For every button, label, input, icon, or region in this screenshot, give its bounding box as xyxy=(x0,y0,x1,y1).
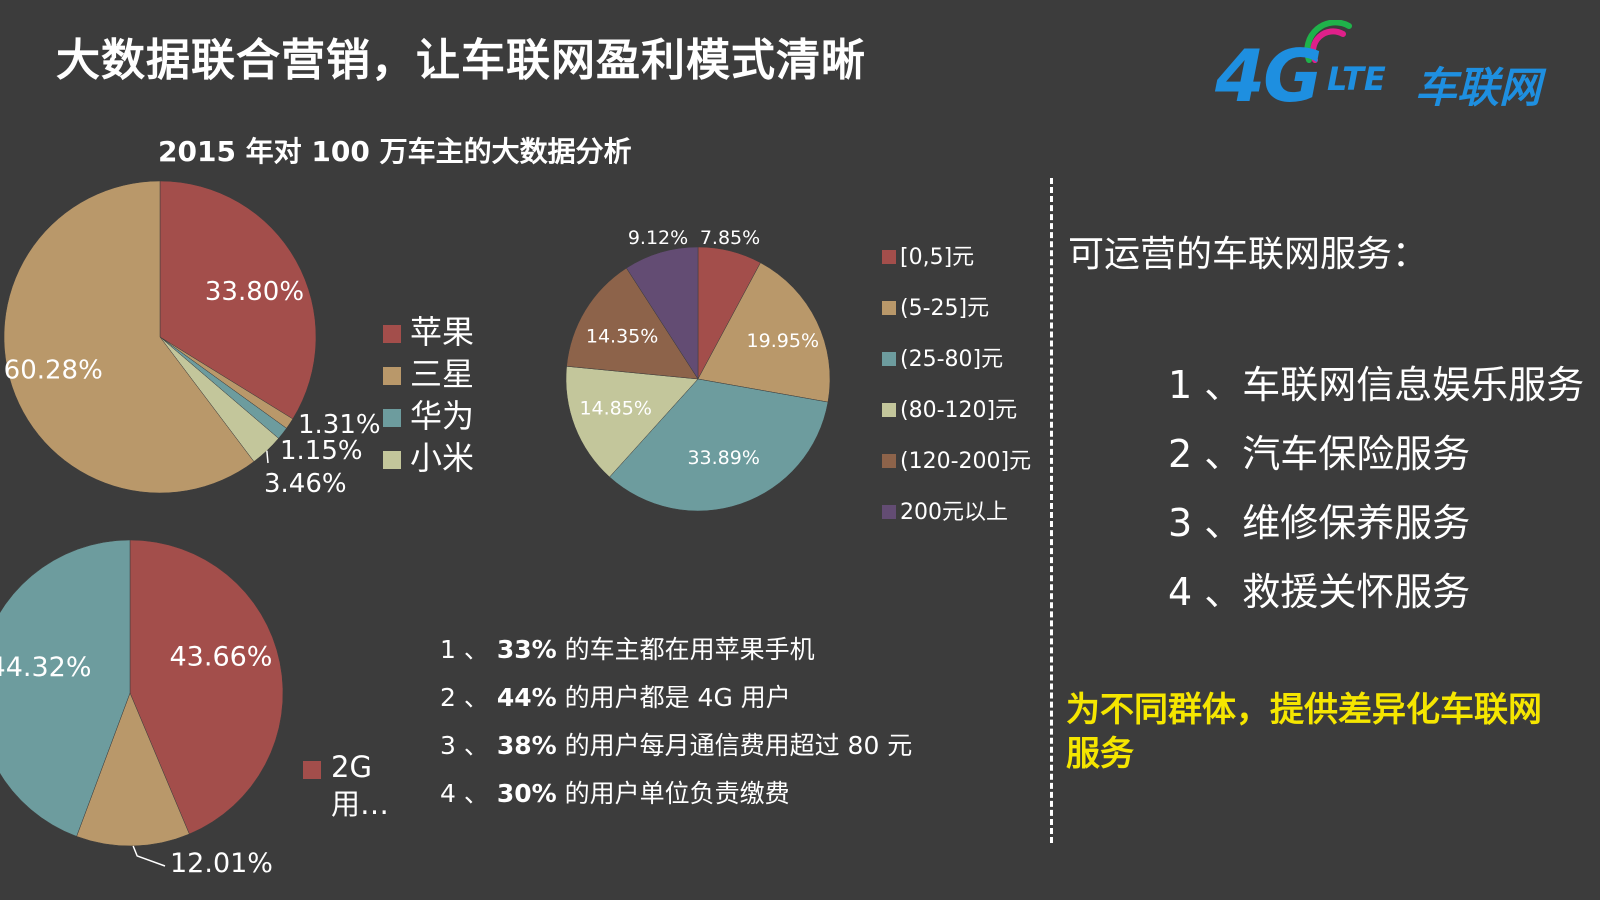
legend-swatch xyxy=(383,367,401,385)
legend-label: 用… xyxy=(331,787,389,821)
fact-percent: 30% xyxy=(496,779,557,808)
services-heading: 可运营的车联网服务： xyxy=(1068,234,1429,275)
legend-label: (5-25]元 xyxy=(900,296,989,321)
service-item: 3 、维修保养服务 xyxy=(1168,501,1471,545)
page-title: 大数据联合营销，让车联网盈利模式清晰 xyxy=(56,35,866,86)
monthly-fee-pie-chart: 7.85% 9.12% 19.95% 33.89% 14.85% 14.35% [0,5]元… xyxy=(565,227,1031,525)
logo-4g-text: 4G xyxy=(1215,34,1322,118)
data-label: 12.01% xyxy=(170,848,273,879)
logo-lte-text: LTE xyxy=(1327,60,1386,98)
network-type-pie-chart: 43.66% 44.32% 12.01% 2G用… xyxy=(0,539,389,879)
legend-label: 200元以上 xyxy=(900,500,1008,525)
legend-label: 华为 xyxy=(410,397,474,435)
data-label: 33.80% xyxy=(205,277,304,307)
fact-percent: 38% xyxy=(496,731,557,760)
legend-swatch xyxy=(882,403,896,417)
legend-swatch xyxy=(383,409,401,427)
pie-slice xyxy=(3,180,255,494)
legend-label: (80-120]元 xyxy=(900,398,1017,423)
data-label: 9.12% xyxy=(628,227,688,249)
leader-line xyxy=(266,450,269,464)
pie-slice xyxy=(697,262,831,403)
highlight-statement: 为不同群体，提供差异化车联网服务 xyxy=(1066,690,1542,774)
data-label: 3.46% xyxy=(264,469,347,499)
legend-swatch xyxy=(882,301,896,315)
pie-slice xyxy=(159,180,317,420)
legend-label: 三星 xyxy=(410,355,474,393)
pie-slice xyxy=(0,539,131,837)
data-label: 14.85% xyxy=(579,398,651,420)
fact-index: 1 、 xyxy=(440,635,489,664)
fact-text: 的用户每月通信费用超过 80 元 xyxy=(556,731,913,760)
chart-subtitle: 2015 年对 100 万车主的大数据分析 xyxy=(158,135,632,168)
data-label: 14.35% xyxy=(586,325,658,347)
pie-slice xyxy=(76,692,190,847)
data-label: 43.66% xyxy=(170,641,273,672)
fact-percent: 44% xyxy=(496,683,557,712)
legend-label: (120-200]元 xyxy=(900,449,1031,474)
pie-slice xyxy=(129,539,284,835)
legend-label: (25-80]元 xyxy=(900,347,1003,372)
legend-swatch xyxy=(383,451,401,469)
fact-text: 的车主都在用苹果手机 xyxy=(556,635,815,664)
fact-index: 3 、 xyxy=(440,731,489,760)
fact-text: 的用户单位负责缴费 xyxy=(556,779,790,808)
legend-label: [0,5]元 xyxy=(900,245,974,270)
fact-text: 的用户都是 4G 用户 xyxy=(556,683,791,712)
brand-logo: 4G LTE 车联网 xyxy=(1215,20,1575,120)
signal-icon xyxy=(1304,20,1352,63)
data-label: 60.28% xyxy=(4,356,103,386)
service-item: 1 、车联网信息娱乐服务 xyxy=(1168,363,1585,407)
service-item: 4 、救援关怀服务 xyxy=(1168,570,1471,614)
data-label: 1.15% xyxy=(280,436,363,466)
fact-item: 2 、 44% 的用户都是 4G 用户 xyxy=(440,680,912,728)
legend-swatch xyxy=(882,250,896,264)
fact-index: 2 、 xyxy=(440,683,489,712)
legend-label: 小米 xyxy=(410,439,474,477)
data-label: 7.85% xyxy=(700,227,760,249)
legend-swatch xyxy=(303,761,321,779)
key-facts-list: 1 、 33% 的车主都在用苹果手机 2 、 44% 的用户都是 4G 用户 3… xyxy=(440,632,912,824)
fact-percent: 33% xyxy=(496,635,557,664)
leader-line xyxy=(132,845,166,867)
legend-label: 2G xyxy=(331,750,372,784)
fact-index: 4 、 xyxy=(440,779,489,808)
data-label: 19.95% xyxy=(747,330,819,352)
services-list: 1 、车联网信息娱乐服务 2 、汽车保险服务 3 、维修保养服务 4 、救援关怀… xyxy=(1168,360,1584,636)
legend-swatch xyxy=(882,454,896,468)
pie-slice xyxy=(565,366,699,478)
data-label: 44.32% xyxy=(0,652,91,683)
pie-slice xyxy=(609,378,829,512)
pie-slice xyxy=(626,246,699,380)
fact-item: 3 、 38% 的用户每月通信费用超过 80 元 xyxy=(440,728,912,776)
fact-item: 1 、 33% 的车主都在用苹果手机 xyxy=(440,632,912,680)
data-label: 33.89% xyxy=(687,447,759,469)
service-item: 2 、汽车保险服务 xyxy=(1168,432,1471,476)
legend-swatch xyxy=(383,325,401,343)
logo-brand-text: 车联网 xyxy=(1415,63,1542,112)
legend-swatch xyxy=(882,505,896,519)
legend-swatch xyxy=(882,352,896,366)
legend-label: 苹果 xyxy=(410,313,474,351)
data-label: 1.31% xyxy=(298,410,381,440)
fact-item: 4 、 30% 的用户单位负责缴费 xyxy=(440,776,912,824)
section-divider xyxy=(1050,178,1053,843)
pie-slice xyxy=(566,267,699,380)
